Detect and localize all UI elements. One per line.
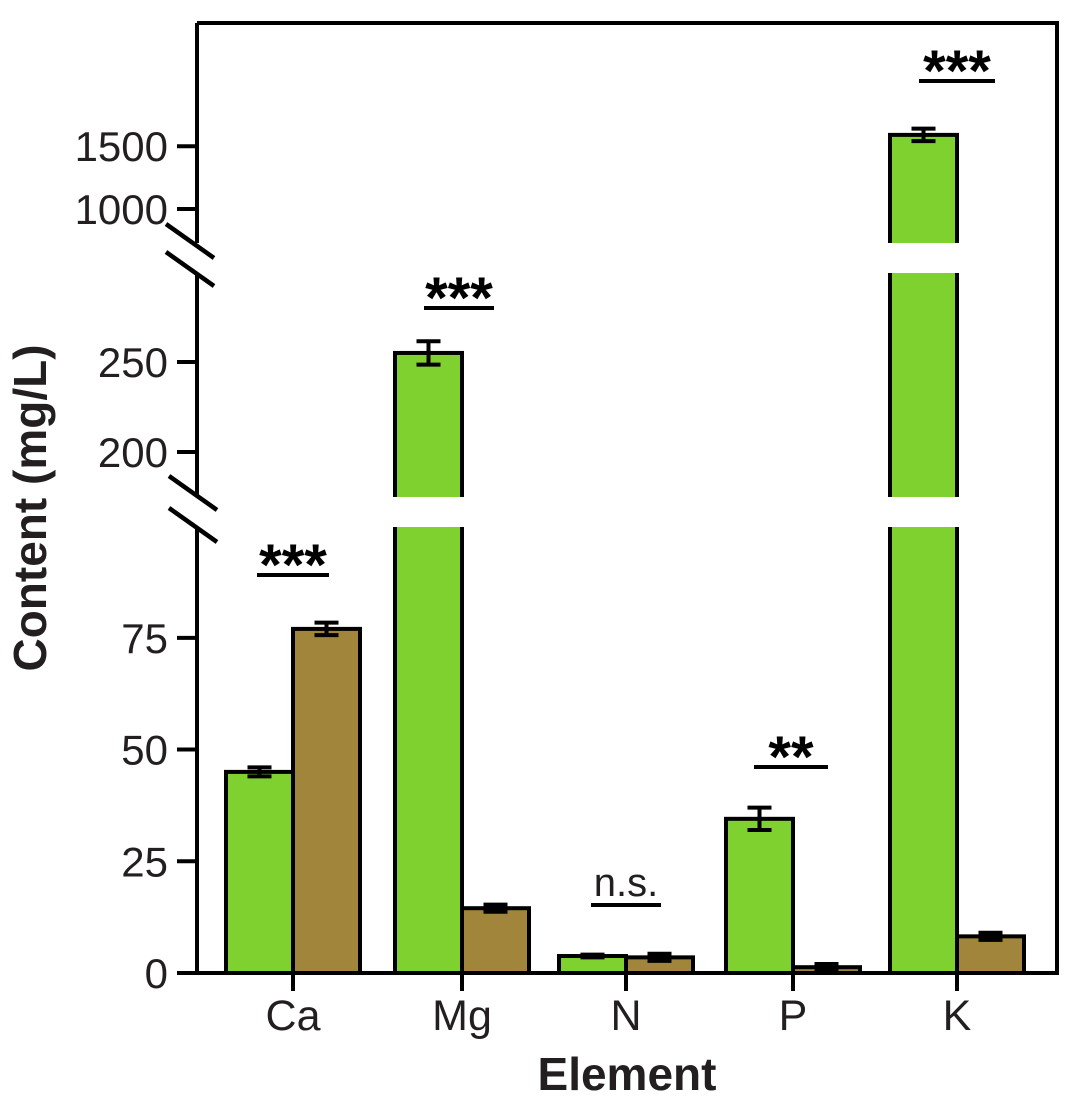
axis-break-mark [167, 506, 219, 544]
y-tick-label-0: 0 [145, 950, 168, 997]
y-tick-label-1500: 1500 [75, 123, 168, 170]
axis-break-gap [887, 243, 960, 273]
bars-layer [224, 132, 1026, 976]
axes-layer: 0 25 50 75 200 250 1000 1500 Ca Mg N P K [75, 21, 1059, 1040]
axis-break-mark [164, 222, 216, 260]
significance-mg: *** [424, 266, 494, 331]
x-tick-label-n: N [610, 992, 641, 1040]
significance-label: *** [923, 39, 991, 104]
y-tick-label-250: 250 [98, 339, 168, 386]
y-tick-label-50: 50 [121, 727, 168, 774]
significance-label: n.s. [594, 861, 658, 905]
significance-p: ** [754, 725, 828, 790]
axis-break-mark [164, 250, 216, 288]
bar-ca-brown-series [291, 626, 362, 975]
axis-break-mark [167, 474, 219, 512]
y-tick-label-200: 200 [98, 429, 168, 476]
significance-layer: ******n.s.***** [257, 39, 995, 907]
error-bar-p-brown-series [814, 962, 839, 973]
bar-ca-green-series [224, 769, 295, 975]
error-bar-mg-green-series [416, 339, 441, 367]
significance-label: *** [259, 533, 327, 598]
error-bar-ca-green-series [247, 765, 272, 779]
error-bar-n-green-series [580, 952, 605, 960]
y-tick-label-25: 25 [121, 838, 168, 885]
significance-label: *** [425, 266, 493, 331]
y-tick-label-1000: 1000 [75, 186, 168, 233]
y-tick-label-75: 75 [121, 615, 168, 662]
x-tick-label-p: P [779, 992, 808, 1040]
error-bar-mg-brown-series [483, 902, 508, 914]
error-bar-p-green-series [747, 805, 772, 832]
error-bar-k-brown-series [978, 930, 1003, 942]
significance-label: ** [768, 725, 814, 790]
error-bar-n-brown-series [647, 951, 672, 963]
error-bar-ca-brown-series [314, 620, 339, 638]
axis-break-gap [392, 497, 465, 527]
x-axis-title: Element [538, 1048, 717, 1100]
x-tick-label-ca: Ca [266, 992, 321, 1040]
significance-n: n.s. [591, 861, 661, 907]
y-axis-title: Content (mg/L) [4, 344, 56, 671]
axis-break-gap [887, 497, 960, 527]
error-bars-layer [247, 126, 1003, 973]
bar-mg-brown-series [460, 906, 531, 975]
error-bar-k-green-series [911, 126, 936, 144]
bar-k-green-series [888, 132, 959, 975]
x-tick-label-k: K [943, 992, 972, 1040]
significance-ca: *** [257, 533, 329, 598]
bar-mg-green-series [393, 350, 464, 975]
significance-k: *** [919, 39, 995, 104]
bar-p-green-series [724, 816, 795, 976]
x-tick-label-mg: Mg [432, 992, 492, 1040]
